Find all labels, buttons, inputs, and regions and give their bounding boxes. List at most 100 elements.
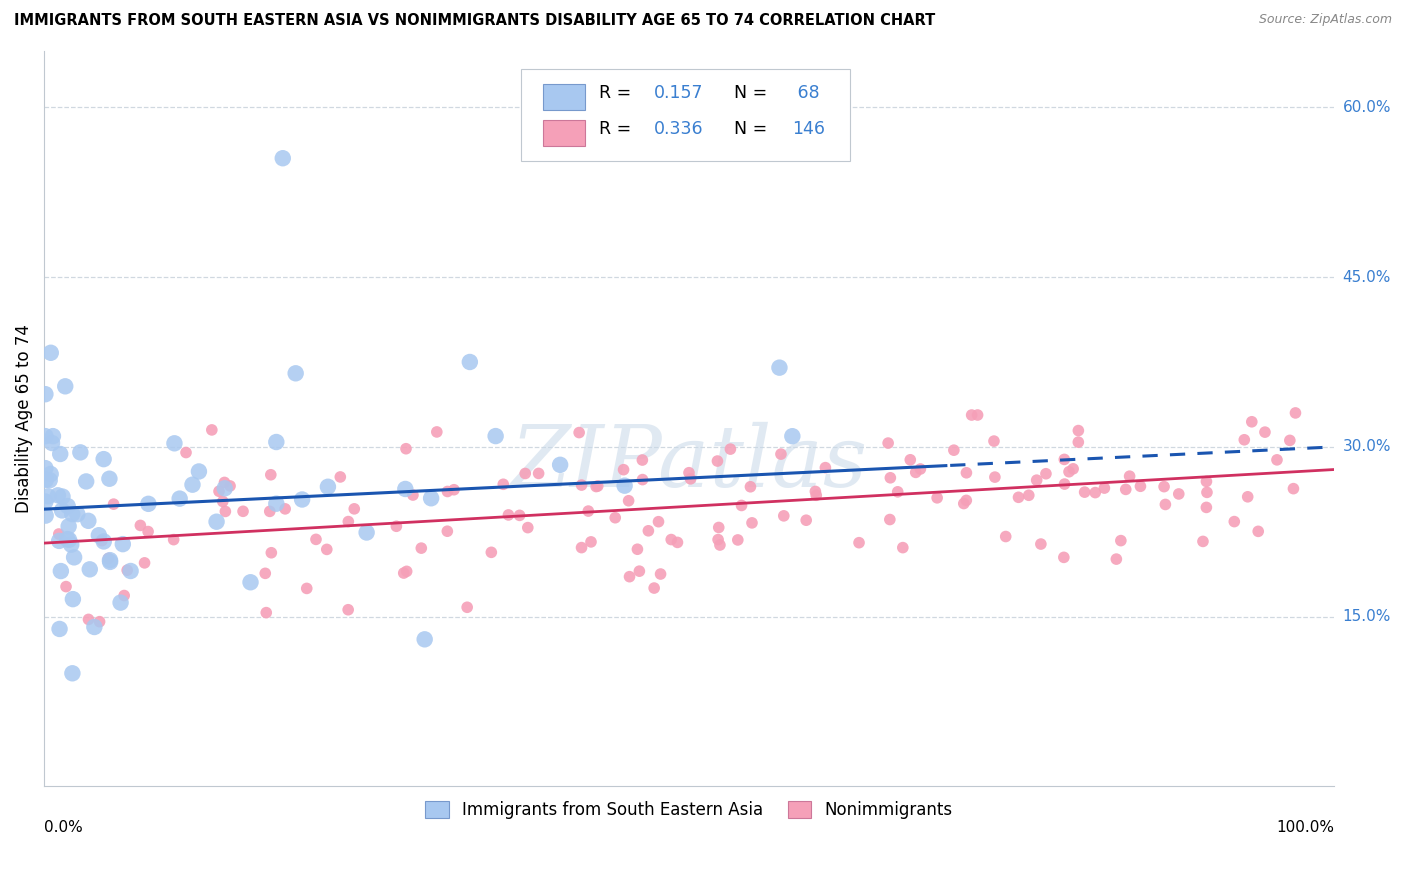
Point [458,355,481,369]
Point [768,360,790,375]
Point [1118,469,1140,483]
Point [1035,467,1057,481]
Point [111,537,134,551]
Point [284,367,307,381]
Point [666,535,689,549]
Point [613,478,636,492]
Point [443,483,465,497]
Point [112,589,135,603]
Point [134,556,156,570]
Point [1195,500,1218,515]
Point [34,429,56,443]
Point [1282,482,1305,496]
Point [232,504,254,518]
Point [214,504,236,518]
Point [571,478,593,492]
Point [960,408,983,422]
Text: N =: N = [734,120,773,138]
Legend: Immigrants from South Eastern Asia, Nonimmigrants: Immigrants from South Eastern Asia, Noni… [419,795,960,826]
Point [1254,425,1277,439]
Point [1025,473,1047,487]
Point [1109,533,1132,548]
Point [214,481,236,495]
Point [730,499,752,513]
Point [984,470,1007,484]
Text: Source: ZipAtlas.com: Source: ZipAtlas.com [1258,13,1392,27]
Point [741,516,763,530]
Point [678,466,700,480]
Point [769,447,792,461]
Point [1007,491,1029,505]
Point [93,534,115,549]
Text: 15.0%: 15.0% [1343,609,1391,624]
Point [266,435,288,450]
Point [49,564,72,578]
Point [259,504,281,518]
Point [58,519,80,533]
Point [395,442,418,456]
Point [187,465,209,479]
Point [1084,485,1107,500]
Point [516,520,538,534]
Point [103,497,125,511]
Y-axis label: Disability Age 65 to 74: Disability Age 65 to 74 [15,324,32,513]
Point [942,443,965,458]
Text: 60.0%: 60.0% [1343,100,1391,115]
Point [356,525,378,540]
Point [75,475,97,489]
Point [77,514,100,528]
Point [208,484,231,499]
Point [612,463,634,477]
Point [120,564,142,578]
Point [1195,475,1218,489]
Point [58,533,80,547]
Point [34,387,56,401]
Point [60,507,83,521]
Point [34,461,56,475]
Point [1053,452,1076,467]
Point [1223,515,1246,529]
Point [87,528,110,542]
Point [329,470,352,484]
Point [891,541,914,555]
Point [219,479,242,493]
Point [37,489,59,503]
Point [115,563,138,577]
Text: R =: R = [599,84,637,102]
Point [1195,485,1218,500]
Point [1153,480,1175,494]
Point [994,529,1017,543]
Point [707,533,730,547]
Point [631,453,654,467]
Point [51,490,73,504]
Point [98,555,121,569]
Point [1018,488,1040,502]
Point [1233,433,1256,447]
Point [53,379,76,393]
Point [48,527,70,541]
Point [63,550,86,565]
Point [643,581,665,595]
Point [41,436,63,450]
Point [337,515,360,529]
Point [647,515,669,529]
Point [782,429,804,443]
Point [316,480,339,494]
Point [898,452,921,467]
Point [727,533,749,547]
Point [509,508,531,523]
Point [617,493,640,508]
Point [806,488,828,502]
Point [1057,465,1080,479]
Point [579,534,602,549]
Point [392,566,415,580]
Point [1067,424,1090,438]
Text: 30.0%: 30.0% [1343,440,1391,454]
Point [1073,485,1095,500]
Point [548,458,571,472]
Point [910,462,932,476]
Point [291,492,314,507]
FancyBboxPatch shape [543,120,585,146]
Text: 68: 68 [793,84,820,102]
Point [1278,434,1301,448]
